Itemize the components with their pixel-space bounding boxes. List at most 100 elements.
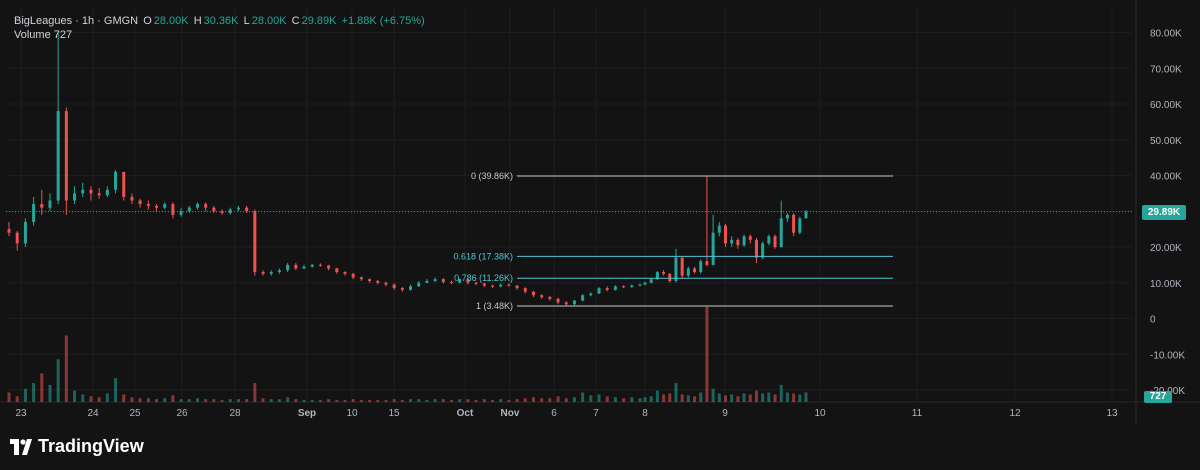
- volume-bar: [89, 396, 93, 402]
- volume-bar: [724, 395, 727, 402]
- x-tick-label: 25: [129, 408, 141, 419]
- candle-body: [245, 207, 249, 212]
- volume-bar: [212, 399, 216, 402]
- x-tick-label: 24: [87, 408, 99, 419]
- volume-bar: [711, 388, 715, 402]
- volume-bar: [433, 399, 437, 402]
- candle-body: [417, 282, 421, 287]
- volume-value: 727: [53, 29, 73, 41]
- volume-bar: [220, 400, 224, 402]
- candle-body: [105, 189, 109, 196]
- candle-body: [384, 282, 388, 285]
- volume-bar: [417, 399, 421, 402]
- volume-bar: [253, 383, 257, 402]
- candle-body: [767, 236, 771, 244]
- volume-bar: [384, 400, 388, 402]
- candle-body: [310, 264, 314, 267]
- candle-body: [122, 171, 126, 197]
- symbol-label[interactable]: BigLeagues · 1h · GMGN: [14, 15, 139, 27]
- volume-bar: [351, 399, 355, 402]
- candle-body: [343, 272, 347, 274]
- candle-body: [638, 284, 642, 286]
- fib-level-label: 1 (3.48K): [476, 301, 513, 311]
- candle-body: [236, 207, 240, 210]
- volume-bar: [466, 399, 470, 402]
- volume-bar: [730, 394, 734, 402]
- volume-bar: [269, 399, 273, 402]
- change-value: +1.88K (+6.75%): [341, 15, 425, 27]
- volume-bar: [736, 396, 740, 402]
- candle-body: [531, 291, 535, 296]
- volume-bar: [204, 399, 208, 402]
- candle-body: [81, 189, 85, 194]
- x-tick-label: 28: [229, 408, 241, 419]
- volume-bar: [327, 399, 331, 402]
- volume-bar: [668, 393, 672, 402]
- candle-body: [724, 225, 727, 244]
- candle-body: [32, 204, 36, 222]
- volume-bar: [32, 383, 36, 402]
- volume-bar: [40, 373, 44, 402]
- candle-body: [515, 285, 519, 289]
- x-tick-label: 11: [912, 408, 923, 419]
- candle-body: [294, 264, 298, 269]
- volume-bar: [261, 398, 265, 402]
- high-value: 30.36K: [203, 15, 239, 27]
- volume-bar: [48, 384, 52, 402]
- candle-body: [7, 229, 11, 233]
- x-tick-label: 10: [814, 408, 826, 419]
- volume-bar: [605, 396, 609, 402]
- volume-bar: [680, 394, 684, 402]
- candle-body: [798, 218, 802, 233]
- high-label: H: [193, 15, 202, 27]
- volume-bar: [195, 398, 199, 402]
- fib-level-label: 0 (39.86K): [471, 171, 513, 181]
- x-tick-label: 9: [722, 408, 728, 419]
- candle-body: [540, 295, 544, 298]
- candle-body: [674, 257, 678, 281]
- volume-bar: [798, 394, 802, 402]
- y-tick-label: 60.00K: [1150, 100, 1182, 111]
- candle-body: [597, 288, 601, 294]
- x-tick-label: 13: [1106, 408, 1118, 419]
- volume-bar: [368, 400, 372, 402]
- candle-body: [779, 218, 783, 247]
- volume-bar: [490, 400, 494, 402]
- candle-body: [458, 279, 462, 283]
- candle-body: [693, 268, 697, 273]
- ohlc-header: BigLeagues · 1h · GMGN O 28.00K H 30.36K L…: [14, 14, 427, 28]
- volume-bar: [458, 399, 462, 402]
- candle-body: [761, 243, 765, 258]
- candle-body: [655, 272, 659, 280]
- y-tick-label: 50.00K: [1150, 136, 1182, 147]
- candle-body: [742, 236, 746, 246]
- volume-bar: [23, 388, 27, 402]
- tradingview-logo[interactable]: TradingView: [10, 436, 144, 457]
- candle-body: [490, 285, 494, 287]
- last-price-badge: 29.89K: [1142, 205, 1186, 220]
- candle-body: [548, 297, 552, 299]
- volume-bar: [359, 400, 363, 402]
- y-tick-label: 80.00K: [1150, 29, 1182, 40]
- volume-bar: [105, 393, 109, 402]
- candle-body: [146, 204, 150, 206]
- volume-bar: [130, 397, 134, 402]
- candle-body: [97, 193, 101, 196]
- candle-body: [220, 211, 224, 214]
- volume-bar: [187, 399, 191, 402]
- candle-body: [523, 288, 527, 292]
- volume-bar: [699, 392, 703, 402]
- volume-label[interactable]: Volume: [14, 29, 51, 41]
- volume-bar: [425, 400, 429, 402]
- volume-bar: [693, 396, 697, 402]
- candle-body: [409, 286, 413, 290]
- volume-bar: [228, 399, 232, 402]
- volume-bar: [400, 400, 404, 402]
- x-tick-label: 6: [551, 408, 557, 419]
- candle-body: [155, 205, 159, 208]
- volume-bar: [318, 400, 322, 402]
- volume-bar: [540, 398, 544, 402]
- candle-body: [392, 284, 396, 289]
